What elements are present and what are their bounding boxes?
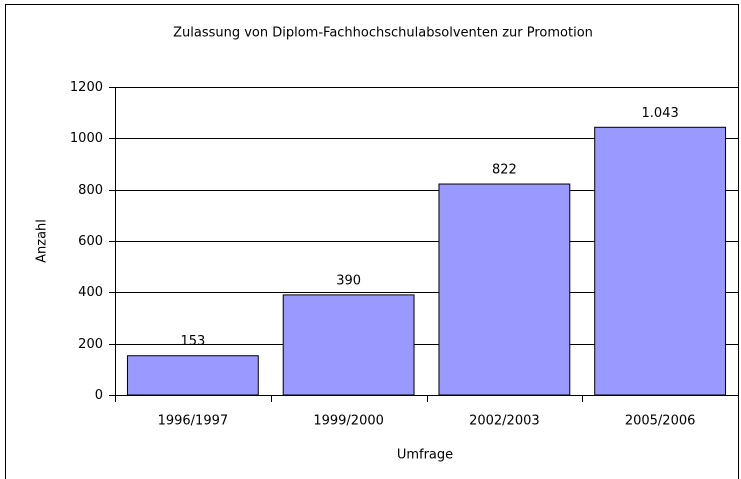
x-tick-label: 1996/1997	[158, 414, 229, 429]
x-tick-label: 2002/2003	[469, 414, 540, 429]
bar	[594, 126, 727, 396]
x-tick-label: 1999/2000	[313, 414, 384, 429]
bar	[438, 183, 571, 396]
y-tick-label: 800	[78, 183, 103, 198]
chart-title: Zulassung von Diplom-Fachhochschulabsolv…	[173, 26, 593, 41]
x-axis-label: Umfrage	[397, 448, 453, 463]
y-tick-label: 200	[78, 337, 103, 352]
value-label: 390	[336, 273, 361, 288]
bar	[282, 294, 415, 396]
value-label: 153	[180, 334, 205, 349]
bar	[126, 355, 259, 396]
value-label: 1.043	[642, 106, 679, 121]
value-label: 822	[492, 163, 517, 178]
y-tick-label: 1000	[70, 131, 103, 146]
y-tick-label: 400	[78, 285, 103, 300]
x-tick-label: 2005/2006	[625, 414, 696, 429]
y-axis-label: Anzahl	[35, 219, 50, 263]
y-tick-label: 600	[78, 234, 103, 249]
y-tick-label: 1200	[70, 80, 103, 95]
y-tick-label: 0	[95, 388, 103, 403]
